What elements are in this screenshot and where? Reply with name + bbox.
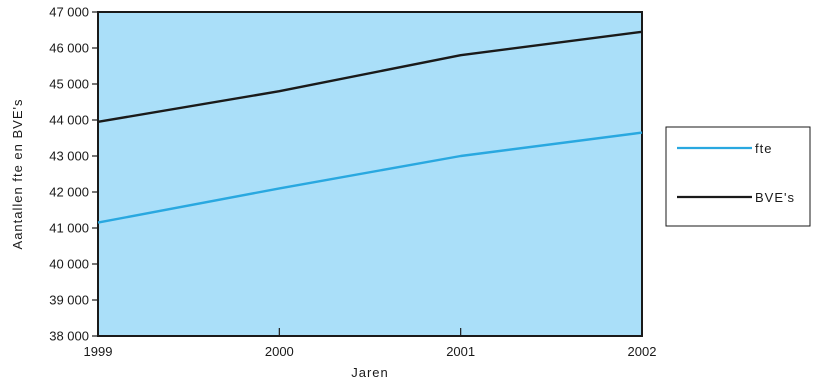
legend-label-bves: BVE's bbox=[755, 190, 795, 205]
series-lines bbox=[97, 30, 643, 224]
series-line-1 bbox=[97, 30, 643, 123]
y-tick-label: 47 000 bbox=[49, 5, 89, 20]
y-tick-label: 46 000 bbox=[49, 41, 89, 56]
series-line-0 bbox=[97, 131, 643, 224]
y-axis-ticks: 38 000 39 000 40 000 41 000 42 000 43 000 44 0… bbox=[49, 5, 98, 344]
x-tick-label: 2000 bbox=[265, 344, 294, 359]
y-tick-label: 39 000 bbox=[49, 293, 89, 308]
x-tick-label: 1999 bbox=[84, 344, 113, 359]
y-axis-title: Aantallen fte en BVE's bbox=[10, 99, 25, 250]
y-tick-label: 43 000 bbox=[49, 149, 89, 164]
plot-area bbox=[97, 11, 643, 337]
y-tick-label: 44 000 bbox=[49, 113, 89, 128]
legend-label-fte: fte bbox=[755, 141, 772, 156]
y-tick-label: 41 000 bbox=[49, 221, 89, 236]
legend-box bbox=[665, 126, 811, 227]
y-tick-label: 42 000 bbox=[49, 185, 89, 200]
y-tick-label: 38 000 bbox=[49, 329, 89, 344]
y-tick-label: 40 000 bbox=[49, 257, 89, 272]
x-tick-label: 2002 bbox=[628, 344, 657, 359]
x-axis-ticks: 1999 2000 2001 2002 bbox=[84, 328, 657, 359]
plot-background bbox=[97, 11, 643, 337]
legend: fte BVE's bbox=[665, 126, 811, 227]
y-tick-label: 45 000 bbox=[49, 77, 89, 92]
x-axis-title: Jaren bbox=[351, 365, 389, 380]
x-tick-label: 2001 bbox=[446, 344, 475, 359]
